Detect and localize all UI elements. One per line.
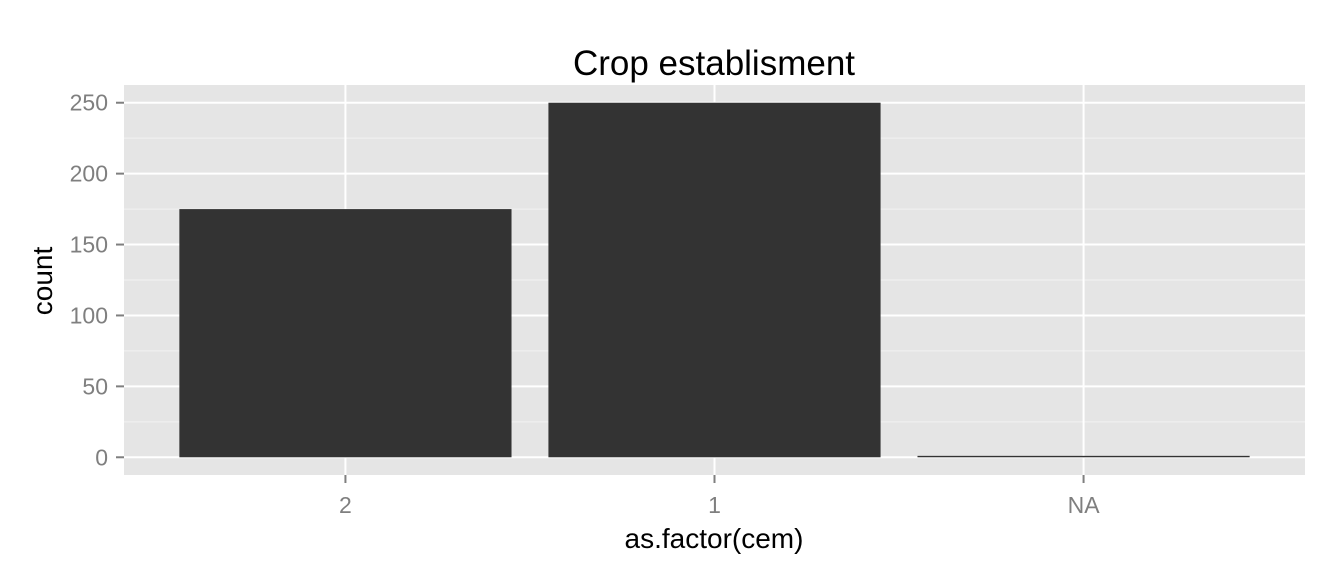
- y-tick-label: 150: [70, 232, 108, 258]
- x-axis: 2 1 NA: [339, 475, 1100, 518]
- chart-title: Crop establisment: [573, 44, 855, 83]
- y-tick-label: 100: [70, 302, 108, 328]
- y-axis-title: count: [27, 247, 58, 316]
- x-tick-label: NA: [1068, 492, 1101, 518]
- y-tick-label: 50: [82, 373, 108, 399]
- y-axis: 0 50 100 150 200 250: [70, 90, 124, 470]
- y-tick-label: 200: [70, 161, 108, 187]
- x-tick-label: 1: [708, 492, 721, 518]
- x-tick-label: 2: [339, 492, 352, 518]
- bar-na: [917, 455, 1250, 458]
- x-axis-title: as.factor(cem): [625, 523, 804, 554]
- y-tick-label: 0: [95, 444, 108, 470]
- bars-group: [179, 102, 1250, 458]
- y-tick-label: 250: [70, 90, 108, 116]
- bar-1: [548, 102, 881, 458]
- bar-2: [179, 209, 512, 458]
